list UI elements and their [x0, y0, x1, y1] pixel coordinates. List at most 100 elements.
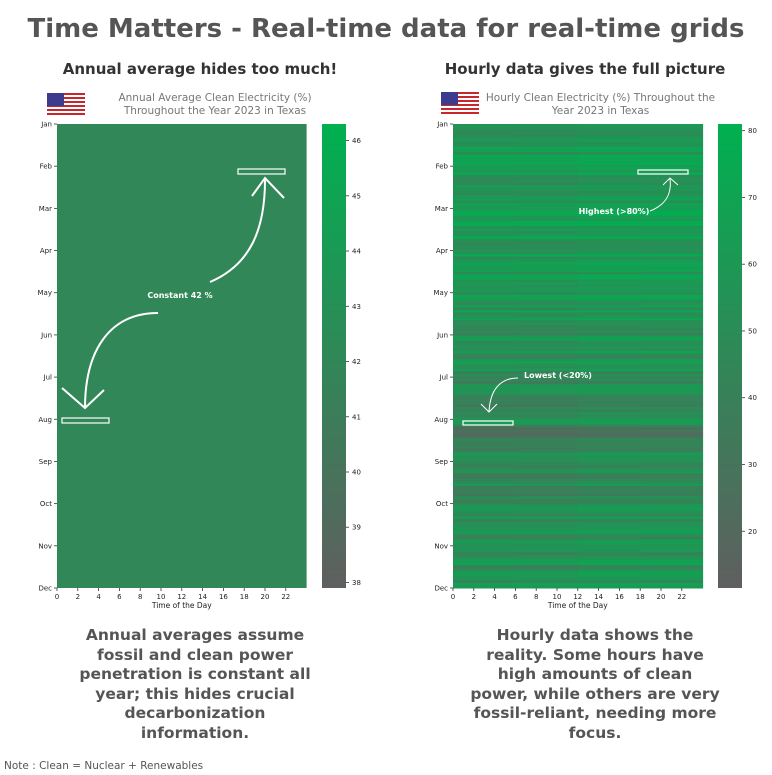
heatmap-cell — [453, 356, 516, 360]
heatmap-cell — [453, 463, 516, 467]
heatmap-cell — [640, 582, 704, 586]
heatmap-cell — [640, 406, 704, 411]
heatmap-cell — [577, 529, 641, 533]
heatmap-cell — [515, 376, 579, 380]
y-tick-label: Jun — [40, 331, 52, 339]
x-axis-label: Time of the Day — [151, 601, 212, 610]
x-tick-label: 20 — [261, 593, 270, 601]
heatmap-cell — [640, 320, 704, 324]
heatmap-cell — [453, 159, 516, 163]
heatmap-cell — [577, 496, 641, 500]
heatmap-cell — [577, 164, 641, 168]
heatmap-cell — [453, 567, 516, 571]
heatmap-cell — [453, 220, 516, 224]
heatmap-cell — [515, 320, 579, 324]
heatmap-cell — [577, 544, 641, 548]
heatmap-cell — [515, 274, 579, 278]
heatmap-cell — [515, 266, 579, 270]
heatmap-cell — [577, 190, 641, 194]
heatmap-cell — [515, 269, 579, 273]
heatmap-cell — [577, 432, 641, 436]
heatmap-cell — [640, 429, 704, 433]
heatmap-cell — [515, 381, 579, 385]
heatmap-cell — [577, 562, 641, 566]
heatmap-cell — [640, 468, 704, 472]
heatmap-cell — [515, 302, 579, 306]
heatmap-cell — [577, 437, 641, 441]
heatmap-cell — [577, 491, 641, 495]
heatmap-cell — [640, 554, 704, 558]
heatmap-cell — [453, 320, 516, 324]
heatmap-cell — [453, 450, 516, 454]
heatmap-cell — [640, 562, 704, 566]
heatmap-cell — [453, 529, 516, 533]
heatmap-cell — [640, 544, 704, 548]
heatmap-cell — [453, 246, 516, 250]
heatmap-cell — [577, 389, 641, 393]
heatmap-cell — [515, 353, 579, 357]
highlight-box — [237, 168, 286, 175]
heatmap-cell — [453, 338, 516, 342]
heatmap-cell — [515, 503, 579, 507]
heatmap-cell — [640, 307, 704, 311]
heatmap-cell — [515, 177, 579, 181]
heatmap-cell — [640, 162, 704, 166]
heatmap-cell — [640, 139, 704, 143]
heatmap-cell — [453, 203, 516, 207]
heatmap-cell — [577, 282, 641, 286]
heatmap-cell — [577, 284, 641, 288]
heatmap-cell — [515, 185, 579, 189]
heatmap-cell — [515, 129, 579, 133]
heatmap-cell — [640, 159, 704, 163]
heatmap-cell — [640, 126, 704, 130]
heatmap-cell — [453, 514, 516, 518]
colorbar-tick-label: 70 — [748, 194, 757, 202]
heatmap-cell — [453, 524, 516, 528]
heatmap-cell — [515, 220, 579, 224]
heatmap-cell — [640, 577, 704, 581]
heatmap-cell — [453, 276, 516, 281]
heatmap-cell — [453, 577, 516, 581]
heatmap-cell — [515, 164, 579, 168]
heatmap-cell — [453, 343, 516, 347]
heatmap-cell — [577, 542, 641, 546]
heatmap-cell — [640, 241, 704, 245]
heatmap-cell — [453, 169, 516, 173]
heatmap-cell — [577, 465, 641, 469]
heatmap-cell — [577, 378, 641, 382]
heatmap-cell — [515, 565, 579, 569]
heatmap-cell — [640, 167, 704, 171]
heatmap-cell — [453, 557, 516, 561]
heatmap-cell — [577, 480, 641, 484]
heatmap-cell — [577, 251, 641, 255]
heatmap-cell — [515, 371, 579, 375]
heatmap-cell — [515, 333, 579, 337]
heatmap-cell — [577, 447, 641, 451]
heatmap-cell — [577, 312, 641, 316]
x-axis-label: Time of the Day — [547, 601, 608, 610]
heatmap-cell — [640, 531, 704, 535]
heatmap-cell — [515, 373, 579, 377]
heatmap-cell — [453, 248, 516, 252]
heatmap-cell — [515, 228, 579, 232]
heatmap-cell — [453, 325, 516, 329]
heatmap-cell — [577, 228, 641, 232]
heatmap-cell — [453, 124, 516, 128]
heatmap-cell — [515, 557, 579, 561]
heatmap-cell — [577, 384, 641, 388]
y-tick-label: Apr — [40, 247, 52, 255]
heatmap-cell — [640, 256, 704, 260]
heatmap-cell — [515, 284, 579, 288]
x-tick-label: 12 — [177, 593, 186, 601]
heatmap-cell — [577, 409, 641, 413]
y-tick-label: May — [38, 289, 52, 297]
heatmap-cell — [640, 200, 704, 204]
heatmap-cell — [640, 557, 704, 561]
heatmap-cell — [640, 157, 704, 161]
heatmap-cell — [577, 440, 641, 444]
heatmap-cell — [577, 488, 641, 492]
heatmap-cell — [577, 325, 641, 329]
heatmap-cell — [577, 350, 641, 354]
x-tick-label: 8 — [138, 593, 142, 601]
heatmap-cell — [515, 435, 579, 439]
